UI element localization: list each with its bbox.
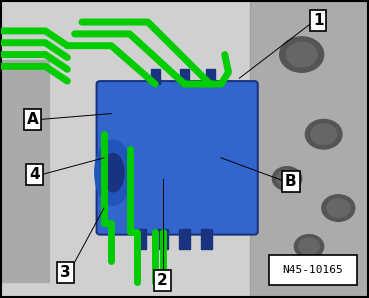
Circle shape [294,235,324,258]
Circle shape [322,195,355,221]
Bar [201,229,212,249]
Circle shape [277,170,297,187]
Bar [151,69,160,84]
Text: 1: 1 [313,13,323,28]
Text: 3: 3 [60,265,71,280]
Ellipse shape [102,153,124,192]
Ellipse shape [95,140,131,205]
Text: A: A [27,112,38,127]
Bar [180,69,189,84]
Text: 2: 2 [157,273,168,288]
Circle shape [299,238,319,255]
Circle shape [280,37,324,72]
Text: B: B [285,174,297,189]
Text: 4: 4 [29,167,39,181]
FancyBboxPatch shape [269,255,356,285]
Bar [1,60,49,282]
Text: N45-10165: N45-10165 [282,265,343,275]
Bar [179,229,190,249]
Circle shape [306,119,342,149]
FancyBboxPatch shape [97,81,258,235]
Polygon shape [251,1,368,297]
Circle shape [311,124,337,145]
Circle shape [286,42,317,67]
Circle shape [327,199,350,217]
Bar [206,69,215,84]
Bar [157,229,168,249]
Circle shape [272,167,302,190]
Bar [135,229,146,249]
